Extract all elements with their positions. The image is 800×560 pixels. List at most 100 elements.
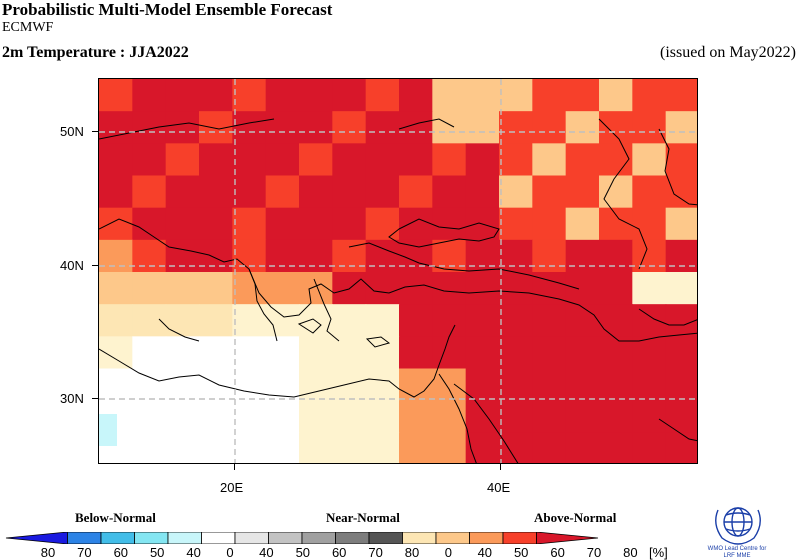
probability-cell bbox=[465, 175, 500, 209]
probability-cell bbox=[399, 143, 433, 177]
probability-cell bbox=[565, 432, 600, 463]
probability-cell bbox=[232, 304, 267, 337]
probability-cell bbox=[532, 143, 567, 177]
probability-cell bbox=[499, 143, 533, 177]
probability-cell bbox=[665, 207, 697, 241]
probability-cell bbox=[299, 79, 333, 112]
probability-cell bbox=[599, 368, 633, 402]
colorbar-label: 80 bbox=[623, 545, 638, 560]
probability-cell bbox=[465, 368, 500, 402]
probability-cell bbox=[332, 79, 367, 112]
probability-cell bbox=[332, 207, 367, 241]
probability-cell bbox=[432, 400, 467, 434]
colorbar-label: 40 bbox=[477, 545, 493, 560]
probability-cell bbox=[532, 432, 567, 463]
probability-cell bbox=[565, 207, 600, 241]
probability-cell bbox=[332, 368, 367, 402]
probability-cell bbox=[565, 368, 600, 402]
model-center: ECMWF bbox=[2, 20, 54, 35]
probability-cell bbox=[399, 272, 433, 305]
probability-cell bbox=[432, 111, 467, 144]
probability-cell bbox=[565, 400, 600, 434]
probability-cell bbox=[599, 111, 633, 144]
probability-cell bbox=[232, 368, 267, 402]
probability-cell bbox=[432, 368, 467, 402]
probability-cell bbox=[632, 432, 667, 463]
colorbar-label: 50 bbox=[295, 545, 311, 560]
probability-cell bbox=[332, 432, 367, 463]
probability-cell bbox=[265, 239, 300, 273]
legend-above-normal: Above-Normal bbox=[534, 510, 617, 525]
probability-cell bbox=[599, 432, 633, 463]
lon-label-40e: 40E bbox=[487, 480, 511, 495]
probability-cell bbox=[332, 111, 367, 144]
probability-cell bbox=[599, 207, 633, 241]
probability-cell bbox=[665, 175, 697, 209]
probability-map bbox=[98, 78, 698, 464]
probability-cell bbox=[565, 304, 600, 337]
probability-cell bbox=[265, 336, 300, 370]
probability-cell bbox=[432, 143, 467, 177]
probability-cell bbox=[365, 304, 400, 337]
probability-cell bbox=[599, 304, 633, 337]
probability-cell bbox=[99, 272, 133, 305]
probability-cell bbox=[365, 207, 400, 241]
probability-cell bbox=[665, 400, 697, 434]
probability-cell bbox=[365, 111, 400, 144]
probability-cell bbox=[432, 79, 467, 112]
probability-cell bbox=[165, 400, 200, 434]
probability-cell bbox=[665, 304, 697, 337]
probability-cell bbox=[465, 272, 500, 305]
probability-cell bbox=[599, 79, 633, 112]
probability-cell bbox=[332, 336, 367, 370]
probability-cell bbox=[632, 336, 667, 370]
probability-cell bbox=[265, 79, 300, 112]
probability-cell bbox=[232, 79, 267, 112]
probability-cells bbox=[99, 79, 697, 463]
below-normal-patch bbox=[99, 414, 117, 446]
probability-cell bbox=[499, 336, 533, 370]
probability-cell bbox=[465, 143, 500, 177]
probability-cell bbox=[499, 272, 533, 305]
probability-cell bbox=[465, 111, 500, 144]
colorbar-swatch bbox=[301, 532, 336, 544]
probability-cell bbox=[232, 336, 267, 370]
colorbar-swatch bbox=[67, 532, 102, 544]
probability-cell bbox=[265, 175, 300, 209]
probability-cell bbox=[632, 368, 667, 402]
probability-cell bbox=[365, 79, 400, 112]
probability-cell bbox=[299, 368, 333, 402]
colorbar-label: 80 bbox=[40, 545, 56, 560]
probability-cell bbox=[499, 111, 533, 144]
probability-cell bbox=[232, 111, 267, 144]
coastlines bbox=[99, 118, 697, 463]
probability-cell bbox=[199, 432, 233, 463]
probability-cell bbox=[199, 368, 233, 402]
probability-cell bbox=[565, 175, 600, 209]
probability-cell bbox=[99, 175, 133, 209]
probability-cell bbox=[232, 207, 267, 241]
probability-cell bbox=[432, 272, 467, 305]
probability-cell bbox=[232, 143, 267, 177]
probability-cell bbox=[432, 432, 467, 463]
variable-season: 2m Temperature : JJA2022 bbox=[2, 44, 189, 61]
probability-cell bbox=[165, 432, 200, 463]
colorbar-label: 60 bbox=[550, 545, 565, 560]
probability-cell bbox=[265, 143, 300, 177]
probability-cell bbox=[299, 207, 333, 241]
legend-near-normal: Near-Normal bbox=[326, 510, 400, 525]
probability-cell bbox=[599, 175, 633, 209]
probability-cell bbox=[465, 79, 500, 112]
colorbar-swatch bbox=[167, 532, 202, 544]
probability-cell bbox=[332, 400, 367, 434]
probability-cell bbox=[665, 272, 697, 305]
probability-cell bbox=[399, 400, 433, 434]
probability-cell bbox=[499, 400, 533, 434]
graticule bbox=[99, 79, 697, 463]
colorbar-swatch bbox=[268, 532, 303, 544]
probability-cell bbox=[632, 143, 667, 177]
colorbar-label: 70 bbox=[368, 545, 383, 560]
probability-cell bbox=[99, 304, 133, 337]
colorbar-label: 60 bbox=[113, 545, 129, 560]
colorbar-swatch bbox=[368, 532, 403, 544]
